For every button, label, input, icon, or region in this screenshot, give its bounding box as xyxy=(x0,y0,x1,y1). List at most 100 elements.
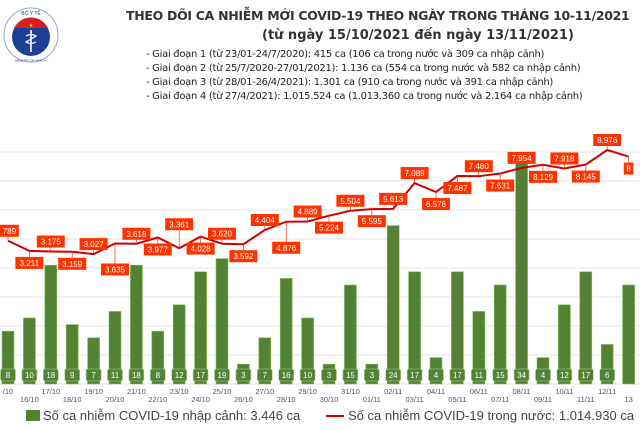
bar-label-box xyxy=(363,368,380,382)
bar-label: 34 xyxy=(517,371,526,380)
x-tick-label: 20/10 xyxy=(106,395,125,404)
x-tick-label: 22/10 xyxy=(148,395,167,404)
bar-label: 11 xyxy=(475,371,484,380)
line-label-box xyxy=(36,235,65,248)
bar xyxy=(279,278,293,385)
bar-label-box xyxy=(256,368,273,382)
bar-label: 17 xyxy=(581,371,590,380)
bar xyxy=(108,311,122,385)
bar-label: 10 xyxy=(25,371,34,380)
line-label-box xyxy=(15,256,44,269)
bar-label-box xyxy=(342,368,359,382)
x-tick-label: 11/11 xyxy=(577,395,595,404)
bar-label-box xyxy=(128,368,145,382)
line-label-box xyxy=(79,238,108,251)
bar-label-box xyxy=(64,368,80,382)
x-tick-label: 29/10 xyxy=(298,387,317,396)
bar-label-box xyxy=(85,368,102,382)
logo-text: BỘ Y TẾ xyxy=(21,10,41,17)
x-tick-label: 05/11 xyxy=(448,395,466,404)
line-label: 8.976 xyxy=(597,136,618,145)
line-label-box xyxy=(443,182,472,195)
line-label: 6.576 xyxy=(426,200,447,209)
line-label-box xyxy=(379,192,408,205)
line-label: 7.954 xyxy=(512,154,533,163)
bar-label-box xyxy=(599,368,616,382)
line-label-box xyxy=(357,215,386,228)
line-label-box xyxy=(623,162,634,175)
bar-label-box xyxy=(235,368,252,382)
bar-label-box xyxy=(171,368,187,382)
line-label: 7.089 xyxy=(405,169,426,178)
bar-label-box xyxy=(278,368,295,382)
x-tick-label: 30/10 xyxy=(320,395,339,404)
bar xyxy=(558,304,571,385)
bar-label: 18 xyxy=(132,371,141,380)
bar-label: 15 xyxy=(496,371,505,380)
bar-label-box xyxy=(42,368,59,382)
bar-labels: 8 10 18 9 7 11 18 8 12 17 19 3 7 16 10 3 15 3 24 17 4 17 11 15 3… xyxy=(0,368,616,382)
bar xyxy=(493,284,507,385)
line-label: 789 xyxy=(3,227,17,236)
line-label: 3.175 xyxy=(41,238,62,247)
line-label: 4.028 xyxy=(191,245,212,254)
bar-label: 10 xyxy=(303,371,312,380)
ministry-of-health-logo: ★ BỘ Y TẾ MINISTRY OF HEALTH xyxy=(3,7,59,63)
x-tick-label: 04/11 xyxy=(427,387,445,396)
line-label: 5.595 xyxy=(362,217,383,226)
bar-label-box xyxy=(513,368,530,382)
legend-item-domestic: Số ca nhiễm COVID-19 trong nước: 1.014.9… xyxy=(326,408,634,423)
bar-label-box xyxy=(449,368,466,382)
bar-label-box xyxy=(21,368,38,382)
line-label: 3.159 xyxy=(62,260,83,269)
bar-label-box xyxy=(299,368,316,382)
x-tick-label: 31/10 xyxy=(341,387,360,396)
line-label: 8.129 xyxy=(533,173,554,182)
line-label: 4.876 xyxy=(276,244,297,253)
line-label-box xyxy=(122,227,151,240)
x-tick-label: 10/11 xyxy=(555,387,573,396)
line-label-box xyxy=(143,243,172,256)
bar-label: 4 xyxy=(541,371,546,380)
line-label-box xyxy=(486,179,515,192)
phase-3: - Giai đoạn 3 (từ 28/01-26/4/2021): 1.30… xyxy=(146,77,554,88)
bar-label-box xyxy=(556,368,573,382)
line-label-box xyxy=(58,257,87,270)
line-label-box xyxy=(229,250,258,263)
x-tick-label: 25/10 xyxy=(213,387,232,396)
bar-label: 7 xyxy=(263,371,268,380)
bar-label: 12 xyxy=(560,371,569,380)
line-label: 3.635 xyxy=(105,265,126,274)
bar-label-box xyxy=(107,368,123,382)
line-label: 5.504 xyxy=(340,197,361,206)
bar xyxy=(23,317,36,385)
bar-series xyxy=(1,159,635,385)
x-tick-label: 28/10 xyxy=(277,395,296,404)
bar-label: 3 xyxy=(241,371,246,380)
line-label-leaders xyxy=(7,146,629,264)
bar xyxy=(515,159,528,385)
phase-4: - Giai đoạn 4 (từ 27/4/2021): 1.015.524 … xyxy=(146,91,583,102)
x-tick-label: 27/10 xyxy=(255,387,274,396)
line-label-box xyxy=(400,167,429,180)
phase-2: - Giai đoạn 2 (từ 25/7/2020-27/01/2021):… xyxy=(146,63,581,74)
bar xyxy=(130,264,143,385)
phase-1: - Giai đoạn 1 (từ 23/01-24/7/2020): 415 … xyxy=(146,49,545,60)
chart-subtitle: (từ ngày 15/10/2021 đến ngày 13/11/2021) xyxy=(262,28,574,43)
line-label: 3.620 xyxy=(212,230,233,239)
line-series xyxy=(7,148,629,256)
x-tick-label: 21/10 xyxy=(127,387,146,396)
bar-label-box xyxy=(577,368,594,382)
bar-label: 6 xyxy=(605,371,610,380)
bar-label: 8 xyxy=(156,371,161,380)
bar-label: 11 xyxy=(111,371,120,380)
bar-label: 3 xyxy=(327,371,332,380)
line-label: 3.592 xyxy=(233,252,254,261)
line-label: 8.145 xyxy=(576,173,597,182)
bar xyxy=(172,304,186,385)
x-tick-labels: /10 16/1017/1018/1019/1020/1021/1022/1023… xyxy=(3,387,633,404)
x-tick-label: 19/10 xyxy=(84,387,103,396)
line-swatch-icon xyxy=(326,414,344,417)
bar-label: 9 xyxy=(70,371,75,380)
